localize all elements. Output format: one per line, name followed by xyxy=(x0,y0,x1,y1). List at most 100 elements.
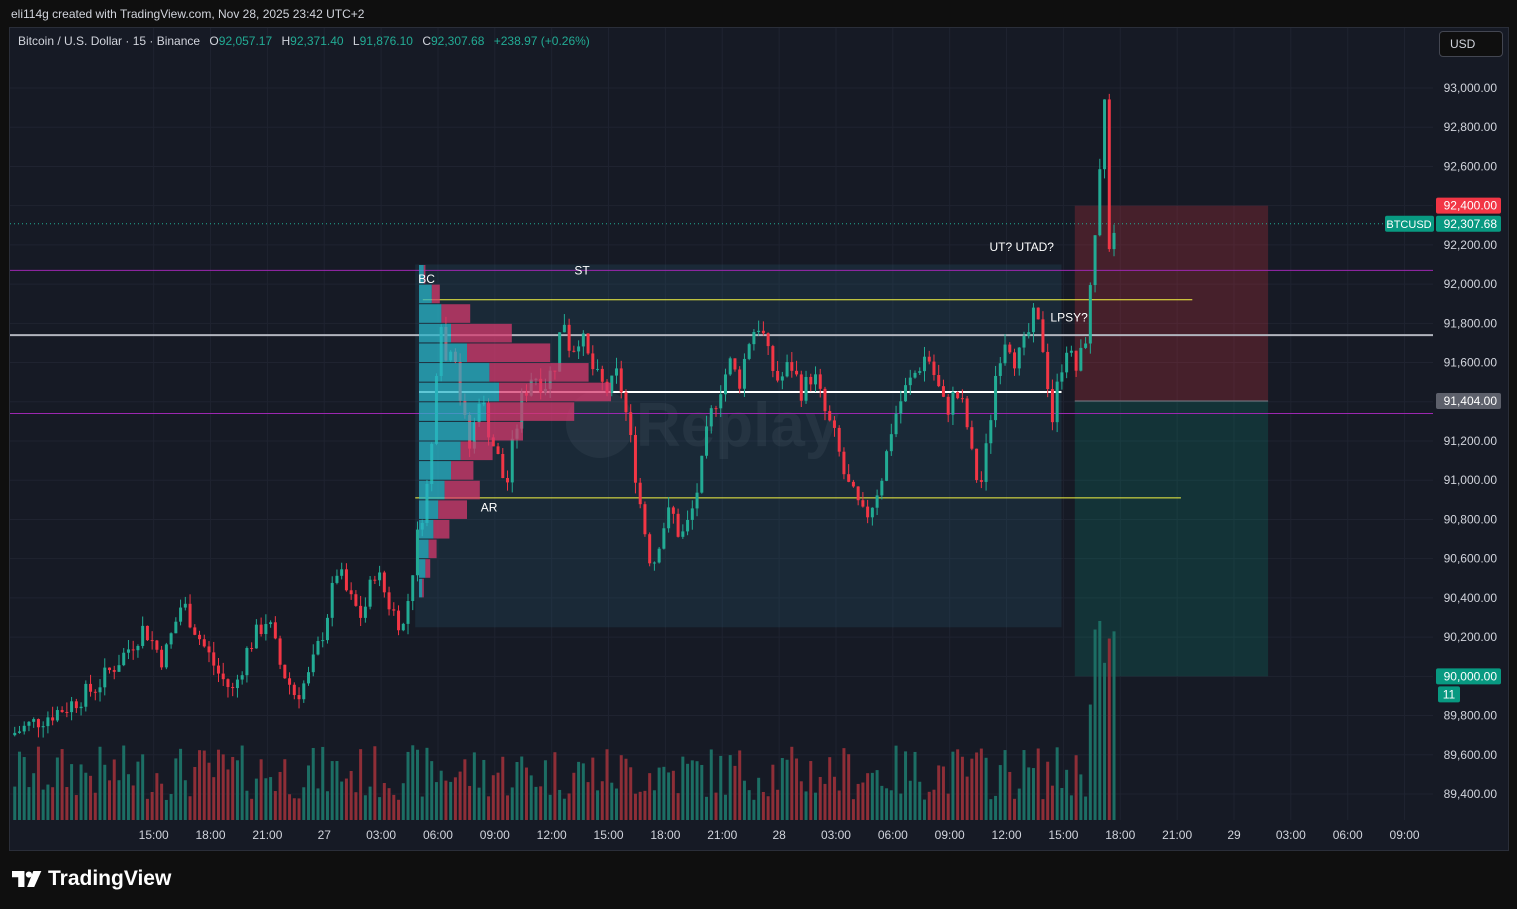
volume-bar xyxy=(89,775,93,820)
candle-body xyxy=(340,569,344,576)
volume-bar xyxy=(420,796,424,820)
volume-series xyxy=(13,620,1116,820)
candle-body xyxy=(401,623,405,631)
volume-bar xyxy=(292,798,296,820)
candle-body xyxy=(193,627,197,635)
candle-body xyxy=(131,649,135,651)
volume-bar xyxy=(548,794,552,820)
candle-body xyxy=(799,374,803,401)
volume-profile-down xyxy=(438,500,468,519)
volume-bar xyxy=(984,757,988,820)
candle-body xyxy=(349,590,353,595)
time-axis-tick: 03:00 xyxy=(366,828,396,842)
volume-bar xyxy=(818,776,822,820)
candle-body xyxy=(231,687,235,689)
volume-bar xyxy=(1088,704,1092,820)
candle-body xyxy=(344,569,348,591)
volume-bar xyxy=(193,766,197,820)
candle-body xyxy=(989,420,993,444)
candle-body xyxy=(567,324,571,351)
volume-bar xyxy=(216,749,220,820)
candle-body xyxy=(1079,347,1083,371)
volume-bar xyxy=(344,778,348,820)
volume-bar xyxy=(690,760,694,820)
volume-bar xyxy=(714,792,718,820)
price-axis-tick: 90,400.00 xyxy=(1444,591,1498,605)
candle-body xyxy=(292,684,296,696)
annotation-label: UT? UTAD? xyxy=(989,240,1054,254)
candle-body xyxy=(1041,319,1045,352)
volume-bar xyxy=(1069,795,1073,820)
volume-bar xyxy=(449,781,453,820)
volume-bar xyxy=(799,781,803,820)
volume-bar xyxy=(577,761,581,820)
time-axis-tick: 12:00 xyxy=(537,828,567,842)
volume-profile-up xyxy=(419,559,426,578)
volume-bar xyxy=(529,775,533,820)
candle-body xyxy=(335,575,339,583)
volume-bar xyxy=(681,756,685,820)
candle-body xyxy=(780,376,784,381)
candle-body xyxy=(136,645,140,651)
volume-bar xyxy=(169,794,173,820)
volume-bar xyxy=(600,781,604,820)
volume-bar xyxy=(325,791,329,820)
volume-bar xyxy=(250,798,254,820)
volume-bar xyxy=(899,793,903,820)
symbol-title[interactable]: Bitcoin / U.S. Dollar · 15 · Binance xyxy=(18,34,201,48)
candle-body xyxy=(359,605,363,618)
volume-bar xyxy=(1065,769,1069,820)
candle-body xyxy=(79,706,83,709)
volume-bar xyxy=(785,759,789,820)
trading-range-box xyxy=(415,264,1062,628)
candle-body xyxy=(804,376,808,401)
volume-bar xyxy=(382,783,386,820)
candle-body xyxy=(847,474,851,482)
volume-bar xyxy=(254,778,258,820)
volume-bar xyxy=(861,782,865,820)
open-value: 92,057.17 xyxy=(218,34,273,48)
candle-body xyxy=(278,638,282,665)
candle-body xyxy=(179,607,183,622)
candle-body xyxy=(288,678,292,685)
volume-bar xyxy=(150,791,154,820)
brand-name: TradingView xyxy=(48,867,172,890)
volume-bar xyxy=(415,749,419,820)
volume-bar xyxy=(1079,774,1083,820)
volume-bar xyxy=(761,791,765,820)
time-axis-tick: 06:00 xyxy=(1333,828,1363,842)
candle-body xyxy=(506,478,510,483)
volume-bar xyxy=(235,760,239,820)
currency-selector-button[interactable]: USD xyxy=(1439,31,1503,57)
candle-body xyxy=(866,506,870,518)
symbol-tag-bg xyxy=(1385,215,1434,232)
candle-body xyxy=(150,640,154,642)
candle-body xyxy=(904,385,908,402)
volume-bar xyxy=(823,783,827,820)
volume-bar xyxy=(605,749,609,820)
candle-body xyxy=(13,732,17,736)
volume-bar xyxy=(506,795,510,820)
volume-bar xyxy=(245,790,249,820)
candle-body xyxy=(705,426,709,456)
candle-body xyxy=(600,368,604,382)
volume-bar xyxy=(307,765,311,820)
annotation-label: AR xyxy=(481,501,498,515)
price-axis-tick: 89,600.00 xyxy=(1444,748,1498,762)
candle-body xyxy=(51,717,55,721)
candle-body xyxy=(245,648,249,676)
candle-body xyxy=(27,721,31,726)
candle-body xyxy=(1107,99,1111,250)
candle-body xyxy=(368,579,372,607)
time-axis-tick: 15:00 xyxy=(139,828,169,842)
volume-bar xyxy=(747,790,751,820)
candle-body xyxy=(1093,235,1097,286)
volume-bar xyxy=(112,759,116,820)
candle-body xyxy=(1098,169,1102,236)
volume-bar xyxy=(648,773,652,820)
candle-body xyxy=(913,372,917,378)
candle-body xyxy=(330,582,334,618)
chart-pane[interactable] xyxy=(9,27,1509,851)
candle-body xyxy=(814,374,818,385)
